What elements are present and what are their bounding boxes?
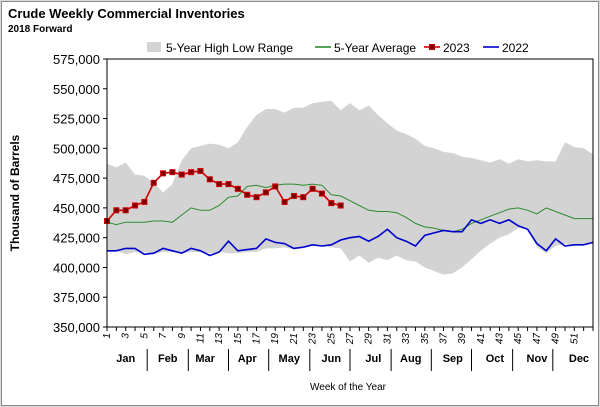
data-point-2023 <box>234 185 241 192</box>
x-week-label: 37 <box>438 333 449 345</box>
data-point-2023 <box>253 194 260 201</box>
month-label: Apr <box>238 353 258 365</box>
x-week-label: 51 <box>569 333 580 344</box>
data-point-2023 <box>141 198 148 205</box>
month-label: Mar <box>195 353 215 365</box>
data-point-2023 <box>113 207 120 214</box>
legend-marker-2023 <box>429 44 435 50</box>
month-label: Sep <box>443 353 463 365</box>
month-label: May <box>279 353 301 365</box>
data-point-2023 <box>197 167 204 174</box>
x-week-label: 9 <box>177 333 188 339</box>
data-point-2023 <box>178 171 185 178</box>
x-week-label: 11 <box>195 333 206 343</box>
x-week-label: 5 <box>139 333 150 339</box>
y-tick-label: 500,000 <box>53 141 100 156</box>
x-week-label: 33 <box>401 333 412 345</box>
data-point-2023 <box>225 181 232 188</box>
chart-title: Crude Weekly Commercial Inventories <box>8 6 245 21</box>
x-week-label: 45 <box>513 333 524 345</box>
month-label: Nov <box>527 353 549 365</box>
x-week-label: 19 <box>270 333 281 345</box>
legend-label-2022: 2022 <box>502 41 529 55</box>
legend-label-5-year-high-low-range: 5-Year High Low Range <box>166 41 293 55</box>
data-point-2023 <box>272 183 279 190</box>
data-point-2023 <box>216 181 223 188</box>
y-tick-label: 425,000 <box>53 231 100 246</box>
series-5-year-average-line <box>106 183 593 233</box>
axes: 350,000 375,000 400,000 425,000 450,000 475,0… <box>53 52 594 371</box>
data-point-2023 <box>328 200 335 207</box>
y-tick-label: 525,000 <box>53 112 100 127</box>
month-label: Aug <box>400 353 421 365</box>
data-point-2023 <box>150 179 157 186</box>
y-tick-label: 375,000 <box>53 290 100 305</box>
data-point-2023 <box>244 191 251 198</box>
legend: 5-Year High Low Range 5-Year Average 2023 2… <box>147 41 529 55</box>
x-week-label: 29 <box>364 333 375 346</box>
data-point-2023 <box>132 202 139 209</box>
x-week-label: 23 <box>308 333 319 346</box>
x-axis-label: Week of the Year <box>310 382 387 393</box>
legend-swatch-5-year-high-low-range <box>147 42 161 52</box>
y-tick-label: 400,000 <box>53 260 100 275</box>
month-label: Jan <box>116 353 135 365</box>
x-week-label: 13 <box>214 333 225 345</box>
x-week-label: 49 <box>551 333 562 345</box>
chart-subtitle: 2018 Forward <box>8 24 73 35</box>
data-point-2023 <box>290 192 297 199</box>
month-label: Jun <box>322 353 342 365</box>
x-week-label: 39 <box>457 333 468 345</box>
legend-label-2023: 2023 <box>443 41 470 55</box>
data-point-2023 <box>262 189 269 196</box>
y-tick-label: 450,000 <box>53 201 100 216</box>
month-label: Feb <box>158 353 178 365</box>
month-label: Jul <box>365 353 381 365</box>
x-week-label: 35 <box>420 333 431 345</box>
data-point-2023 <box>122 207 129 214</box>
data-point-2023 <box>281 198 288 205</box>
y-tick-label: 475,000 <box>53 171 100 186</box>
plot-area <box>104 100 594 275</box>
x-week-label: 25 <box>326 333 337 346</box>
x-week-label: 41 <box>476 333 487 344</box>
y-tick-label: 550,000 <box>53 82 100 97</box>
y-axis-label: Thousand of Barrels <box>8 134 22 251</box>
data-point-2023 <box>169 169 176 176</box>
x-week-label: 3 <box>121 333 132 339</box>
x-week-label: 27 <box>345 333 356 346</box>
data-point-2023 <box>206 176 213 183</box>
data-point-2023 <box>300 194 307 201</box>
x-week-label: 7 <box>158 333 169 339</box>
month-label: Dec <box>569 353 589 365</box>
month-label: Oct <box>486 353 505 365</box>
data-point-2023 <box>160 170 167 177</box>
legend-label-5-year-average: 5-Year Average <box>334 41 416 55</box>
x-week-label: 47 <box>532 333 543 345</box>
x-week-label: 15 <box>233 333 244 345</box>
x-week-label: 1 <box>102 333 113 339</box>
x-week-label: 43 <box>495 333 506 345</box>
series-2022-line <box>107 218 594 257</box>
data-point-2023 <box>337 202 344 209</box>
data-point-2023 <box>309 185 316 192</box>
x-week-label: 17 <box>252 333 263 345</box>
y-tick-label: 350,000 <box>53 320 100 335</box>
range-band <box>107 100 593 275</box>
x-week-label: 21 <box>289 333 300 345</box>
data-point-2023 <box>318 190 325 197</box>
data-point-2023 <box>188 169 195 176</box>
y-tick-label: 575,000 <box>53 52 100 67</box>
x-week-label: 31 <box>382 333 393 344</box>
